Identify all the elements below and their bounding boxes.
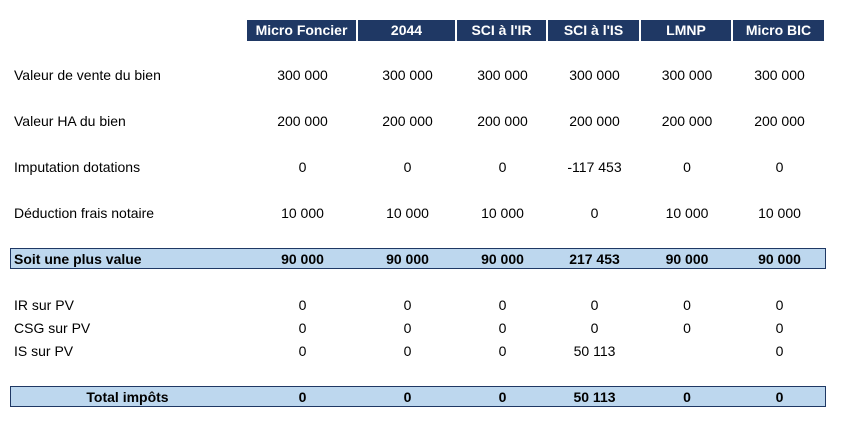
cell: 200 000 xyxy=(277,113,328,129)
cell: 10 000 xyxy=(281,205,324,221)
cell: 0 xyxy=(498,320,507,336)
cell: 0 xyxy=(403,343,412,359)
row-label: CSG sur PV xyxy=(14,320,91,336)
cell: 200 000 xyxy=(754,113,805,129)
cell: 0 xyxy=(498,343,507,359)
cell: 0 xyxy=(298,389,307,405)
cell: 0 xyxy=(775,159,784,175)
column-header: SCI à l'IR xyxy=(457,20,546,41)
cell: 10 000 xyxy=(386,205,429,221)
cell: 0 xyxy=(298,297,307,313)
cell: 10 000 xyxy=(481,205,524,221)
row-label: Valeur de vente du bien xyxy=(14,67,161,83)
row-label: Imputation dotations xyxy=(14,159,141,175)
cell: 200 000 xyxy=(477,113,528,129)
cell: 0 xyxy=(498,159,507,175)
cell: 90 000 xyxy=(665,251,709,267)
row-label: Valeur HA du bien xyxy=(14,113,126,129)
cell: 90 000 xyxy=(758,251,801,267)
cell: 0 xyxy=(590,320,599,336)
row-label: IS sur PV xyxy=(14,343,74,359)
cell: 217 453 xyxy=(569,251,620,267)
row-label: IR sur PV xyxy=(14,297,74,313)
cell: 0 xyxy=(403,389,412,405)
cell: 0 xyxy=(298,320,307,336)
highlight-band xyxy=(10,386,826,407)
cell: 0 xyxy=(683,297,691,313)
cell: 90 000 xyxy=(386,251,429,267)
cell: 0 xyxy=(498,389,507,405)
cell: 0 xyxy=(683,389,691,405)
cell: 0 xyxy=(298,343,307,359)
cell: 0 xyxy=(590,205,599,221)
cell: -117 453 xyxy=(567,159,622,175)
highlight-band xyxy=(10,248,826,269)
cell: 0 xyxy=(403,159,412,175)
cell: 0 xyxy=(403,297,412,313)
cell: 300 000 xyxy=(661,67,713,83)
cell: 0 xyxy=(683,159,691,175)
cell: 0 xyxy=(590,297,599,313)
cell: 90 000 xyxy=(481,251,524,267)
cell: 300 000 xyxy=(277,67,328,83)
cell: 0 xyxy=(498,297,507,313)
column-header: LMNP xyxy=(641,20,731,41)
cell: 0 xyxy=(298,159,307,175)
cell: 90 000 xyxy=(281,251,324,267)
cell: 0 xyxy=(683,320,691,336)
cell: 50 113 xyxy=(573,343,616,359)
cell: 300 000 xyxy=(477,67,528,83)
column-header: SCI à l'IS xyxy=(548,20,639,41)
cell: 200 000 xyxy=(569,113,620,129)
cell: 200 000 xyxy=(382,113,433,129)
cell: 50 113 xyxy=(573,389,616,405)
row-label: Soit une plus value xyxy=(14,251,142,267)
cell: 10 000 xyxy=(665,205,709,221)
column-header: Micro BIC xyxy=(733,20,824,41)
cell: 0 xyxy=(775,343,784,359)
cell: 300 000 xyxy=(569,67,620,83)
cell: 0 xyxy=(775,320,784,336)
cell: 10 000 xyxy=(758,205,801,221)
cell: 200 000 xyxy=(661,113,713,129)
cell: 0 xyxy=(775,297,784,313)
column-header: 2044 xyxy=(358,20,455,41)
row-label: Déduction frais notaire xyxy=(14,205,155,221)
cell: 0 xyxy=(775,389,784,405)
cell: 300 000 xyxy=(382,67,433,83)
cell: 300 000 xyxy=(754,67,805,83)
column-header: Micro Foncier xyxy=(247,20,356,41)
row-label: Total impôts xyxy=(86,389,169,405)
cell: 0 xyxy=(403,320,412,336)
